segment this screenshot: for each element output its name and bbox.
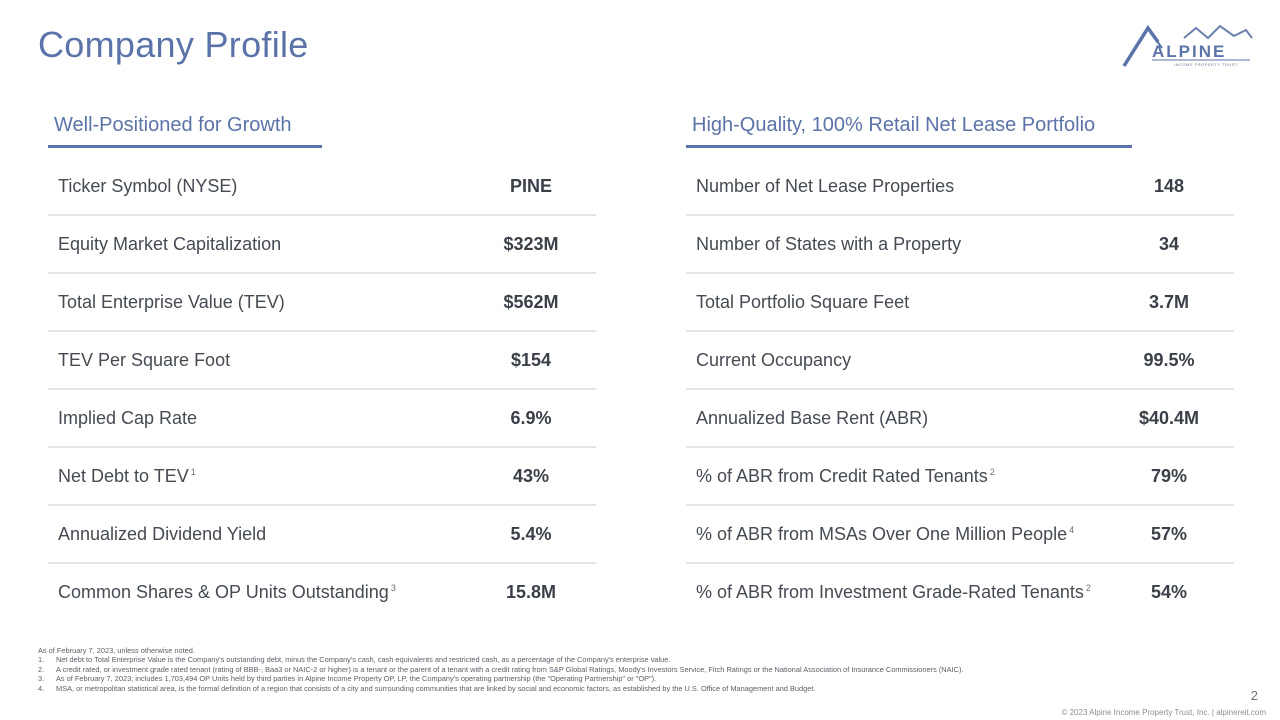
copyright-notice: © 2023 Alpine Income Property Trust, Inc… xyxy=(1061,708,1266,717)
stat-label: Current Occupancy xyxy=(696,349,852,370)
stat-value: 43% xyxy=(512,465,550,486)
page-title: Company Profile xyxy=(38,24,309,65)
stat-value: $154 xyxy=(510,349,552,370)
stat-label: Annualized Dividend Yield xyxy=(58,523,267,544)
stat-label: % of ABR from Credit Rated Tenants 2 xyxy=(696,465,995,486)
footnotes: As of February 7, 2023, unless otherwise… xyxy=(38,646,1258,693)
page-number: 2 xyxy=(1250,688,1258,703)
stat-value: PINE xyxy=(509,175,552,196)
stat-label: Equity Market Capitalization xyxy=(58,233,282,254)
stat-label: % of ABR from MSAs Over One Million Peop… xyxy=(696,523,1075,544)
footnote-item: 3. As of February 7, 2023; includes 1,703… xyxy=(38,674,657,684)
stat-label: Total Portfolio Square Feet xyxy=(696,291,910,312)
stat-value: 15.8M xyxy=(505,581,557,602)
footnote-item: 1. Net debt to Total Enterprise Value is … xyxy=(38,655,671,665)
stat-value: 99.5% xyxy=(1143,349,1195,370)
portfolio-stats-list: Number of Net Lease Properties 148 Number… xyxy=(686,158,1234,620)
stat-label: Total Enterprise Value (TEV) xyxy=(58,291,285,312)
stat-row-credit-rated: % of ABR from Credit Rated Tenants 2 79% xyxy=(686,448,1234,506)
stat-row-occupancy: Current Occupancy 99.5% xyxy=(686,332,1234,390)
stat-value: 54% xyxy=(1150,581,1188,602)
stat-value: $323M xyxy=(503,233,559,254)
growth-stats-list: Ticker Symbol (NYSE) PINE Equity Market C… xyxy=(48,158,596,620)
stat-label: Annualized Base Rent (ABR) xyxy=(696,407,929,428)
stat-label: Ticker Symbol (NYSE) xyxy=(58,175,238,196)
stat-row-states: Number of States with a Property 34 xyxy=(686,216,1234,274)
stat-row-shares-outstanding: Common Shares & OP Units Outstanding 3 15.… xyxy=(48,564,596,620)
mountain-logo-icon xyxy=(1122,24,1253,67)
logo-wordmark: ALPINE xyxy=(1152,42,1227,61)
footnote-item: 2. A credit rated, or investment grade ra… xyxy=(38,664,964,674)
stat-value: 6.9% xyxy=(510,407,552,428)
stat-row-cap-rate: Implied Cap Rate 6.9% xyxy=(48,390,596,448)
stat-row-investment-grade: % of ABR from Investment Grade-Rated Ten… xyxy=(686,564,1234,620)
stat-value: 5.4% xyxy=(510,523,552,544)
stat-row-ticker: Ticker Symbol (NYSE) PINE xyxy=(48,158,596,216)
stat-row-market-cap: Equity Market Capitalization $323M xyxy=(48,216,596,274)
stat-row-square-feet: Total Portfolio Square Feet 3.7M xyxy=(686,274,1234,332)
stat-label: % of ABR from Investment Grade-Rated Ten… xyxy=(696,581,1091,602)
stat-label: Implied Cap Rate xyxy=(58,407,198,428)
stat-value: 148 xyxy=(1153,175,1185,196)
growth-panel: Well-Positioned for Growth Ticker Symbol… xyxy=(48,110,596,620)
stat-label: Number of Net Lease Properties xyxy=(696,175,955,196)
footnote-item: 4. MSA, or metropolitan statistical area,… xyxy=(38,683,816,693)
stat-row-properties: Number of Net Lease Properties 148 xyxy=(686,158,1234,216)
stat-value: 79% xyxy=(1150,465,1188,486)
stat-label: Net Debt to TEV 1 xyxy=(58,465,196,486)
stat-label: Common Shares & OP Units Outstanding 3 xyxy=(58,581,396,602)
stat-value: 57% xyxy=(1150,523,1188,544)
stat-row-tev: Total Enterprise Value (TEV) $562M xyxy=(48,274,596,332)
stat-row-msa: % of ABR from MSAs Over One Million Peop… xyxy=(686,506,1234,564)
stat-row-net-debt: Net Debt to TEV 1 43% xyxy=(48,448,596,506)
stat-label: Number of States with a Property xyxy=(696,233,962,254)
growth-panel-heading: Well-Positioned for Growth xyxy=(48,110,322,148)
portfolio-panel: High-Quality, 100% Retail Net Lease Port… xyxy=(686,110,1234,620)
logo-tagline: INCOME PROPERTY TRUST xyxy=(1174,62,1238,67)
stat-value: 34 xyxy=(1158,233,1180,254)
stat-value: $562M xyxy=(503,291,559,312)
stat-row-tev-per-sqft: TEV Per Square Foot $154 xyxy=(48,332,596,390)
company-logo: ALPINE INCOME PROPERTY TRUST xyxy=(1122,22,1254,72)
stat-value: 3.7M xyxy=(1148,291,1190,312)
stat-row-abr: Annualized Base Rent (ABR) $40.4M xyxy=(686,390,1234,448)
portfolio-panel-heading: High-Quality, 100% Retail Net Lease Port… xyxy=(686,110,1132,148)
footnote-intro: As of February 7, 2023, unless otherwise… xyxy=(38,646,195,655)
stat-row-dividend-yield: Annualized Dividend Yield 5.4% xyxy=(48,506,596,564)
stat-label: TEV Per Square Foot xyxy=(58,349,231,370)
stat-value: $40.4M xyxy=(1138,407,1200,428)
